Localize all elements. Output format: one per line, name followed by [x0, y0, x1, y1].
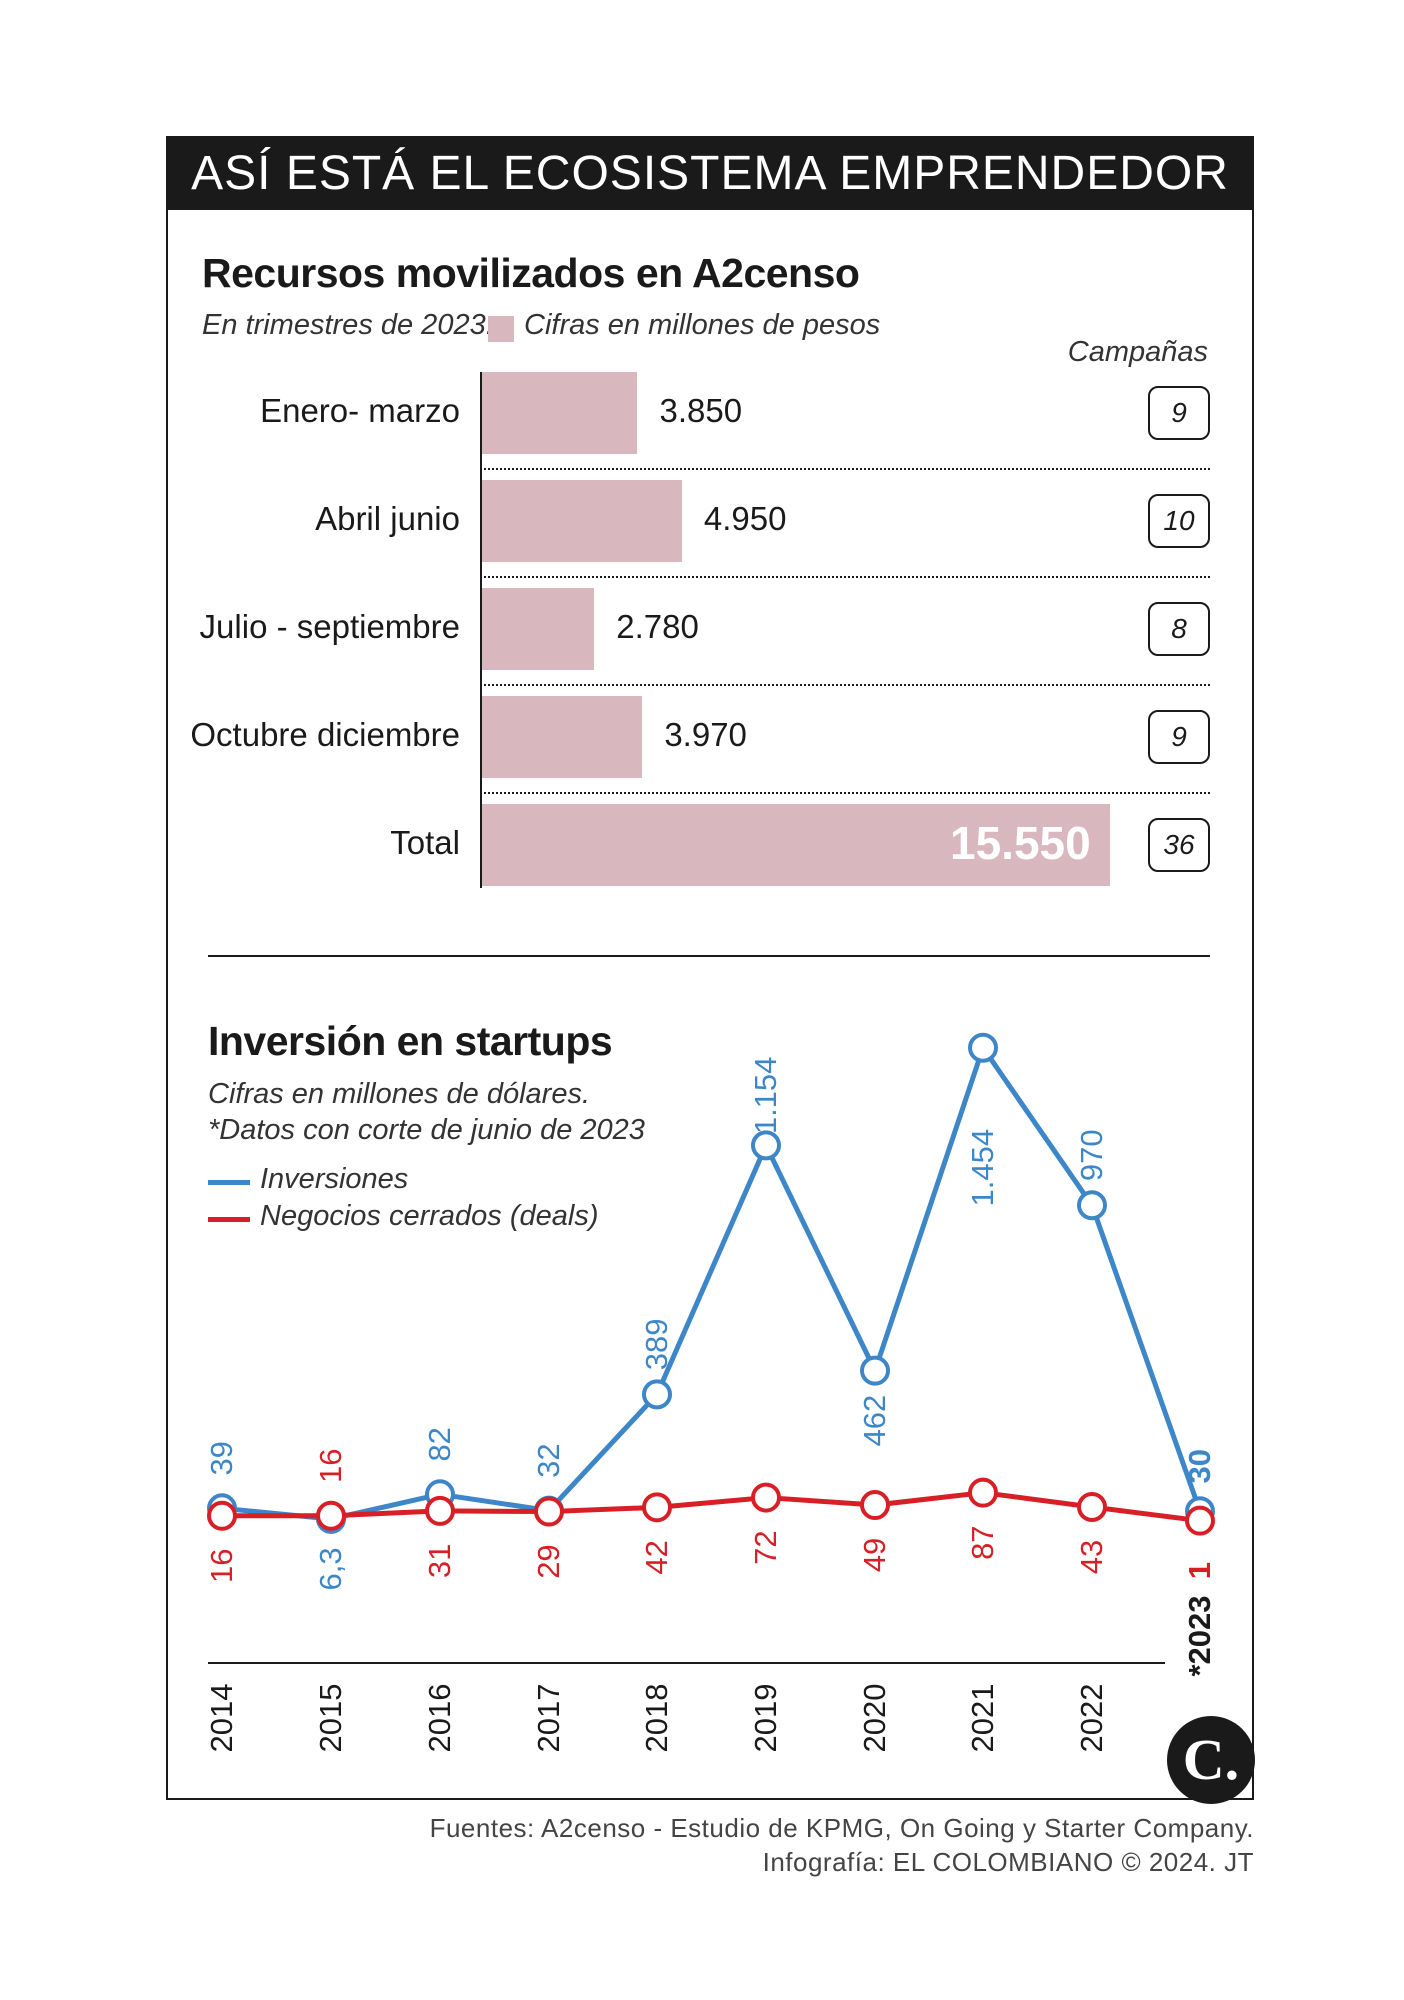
- deals-point: [1077, 1492, 1107, 1523]
- bar: [482, 696, 643, 778]
- inversiones-point: [860, 1355, 890, 1386]
- bar-row: Enero- marzo 3.850 9: [0, 372, 1404, 454]
- inversiones-point: [1077, 1190, 1107, 1221]
- row-separator: [480, 576, 1210, 578]
- inversiones-line: [219, 1045, 1203, 1522]
- infographic-title: ASÍ ESTÁ EL ECOSISTEMA EMPRENDEDOR: [191, 147, 1229, 200]
- bar-category-label: Abril junio: [315, 500, 460, 537]
- deals-value-label: 1: [1182, 1562, 1217, 1579]
- bar-category-label: Total: [390, 824, 460, 861]
- campaigns-count-badge: 36: [1148, 818, 1210, 872]
- inversiones-point: [642, 1379, 672, 1410]
- bar: [482, 804, 1110, 886]
- bar-value-label: 3.970: [664, 716, 747, 753]
- section-divider: [208, 955, 1210, 957]
- bar-axis-line: [480, 372, 482, 888]
- x-tick-label: 2015: [313, 1684, 348, 1753]
- header-bar: ASÍ ESTÁ EL ECOSISTEMA EMPRENDEDOR: [166, 136, 1254, 210]
- campaigns-count-badge: 8: [1148, 602, 1210, 656]
- legend-label-deals: Negocios cerrados (deals): [260, 1200, 599, 1232]
- deals-point: [534, 1496, 564, 1527]
- bar-chart-legend-label: Cifras en millones de pesos: [524, 309, 881, 341]
- deals-value-label: 16: [313, 1449, 348, 1483]
- total-value-label: 15.550: [950, 817, 1091, 869]
- x-tick-label: 2016: [422, 1684, 457, 1753]
- inversiones-value-label: 970: [1074, 1129, 1109, 1181]
- deals-point: [1185, 1505, 1215, 1536]
- deals-value-label: 49: [857, 1538, 892, 1572]
- inversiones-value-label: 6,3: [313, 1547, 348, 1590]
- x-tick-label: 2018: [639, 1684, 674, 1753]
- deals-value-label: 87: [965, 1525, 1000, 1559]
- x-tick-label: 2014: [204, 1684, 239, 1753]
- deals-value-label: 42: [639, 1540, 674, 1574]
- deals-value-label: 29: [531, 1544, 566, 1578]
- deals-value-label: 31: [422, 1544, 457, 1578]
- legend-line-deals: [208, 1217, 250, 1222]
- row-separator: [480, 684, 1210, 686]
- line-chart-subtitle-1: Cifras en millones de dólares.: [208, 1078, 591, 1110]
- deals-point: [207, 1500, 237, 1531]
- row-separator: [480, 468, 1210, 470]
- x-tick-label: 2022: [1074, 1684, 1109, 1753]
- deals-line: [219, 1490, 1203, 1524]
- x-tick-label: 2017: [531, 1684, 566, 1753]
- footer-sources: Fuentes: A2censo - Estudio de KPMG, On G…: [429, 1813, 1254, 1843]
- bar-category-label: Enero- marzo: [260, 392, 460, 429]
- bar-value-label: 4.950: [703, 500, 787, 537]
- inversiones-value-label: 1.154: [748, 1057, 783, 1135]
- el-colombiano-logo: C.: [1167, 1716, 1255, 1804]
- deals-value-label: 72: [748, 1530, 783, 1564]
- bar-row: Octubre diciembre 3.970 9: [0, 696, 1404, 778]
- bar-row: Total 15.550 36: [0, 804, 1404, 886]
- legend-swatch: [488, 316, 514, 342]
- campaigns-label: Campañas: [1067, 336, 1208, 368]
- inversiones-value-label: 32: [531, 1443, 566, 1477]
- bar-value-label: 3.850: [659, 392, 743, 429]
- inversiones-value-label: 30: [1182, 1449, 1217, 1483]
- inversiones-value-label: 389: [639, 1319, 674, 1371]
- x-tick-label: 2021: [965, 1684, 1000, 1753]
- x-tick-label: 2019: [748, 1684, 783, 1753]
- campaigns-count-badge: 9: [1148, 710, 1210, 764]
- bar-row: Abril junio 4.950 10: [0, 480, 1404, 562]
- bar: [482, 588, 595, 670]
- line-chart-subtitle-2: *Datos con corte de junio de 2023: [208, 1114, 645, 1146]
- deals-point: [316, 1500, 346, 1531]
- deals-value-label: 16: [204, 1549, 239, 1583]
- bar: [482, 480, 682, 562]
- bar-value-label: 2.780: [616, 608, 699, 645]
- bar-row: Julio - septiembre 2.780 8: [0, 588, 1404, 670]
- x-tick-label: 2020: [857, 1684, 892, 1753]
- bar-chart-subtitle: En trimestres de 2023.: [202, 309, 494, 341]
- inversiones-value-label: 462: [857, 1395, 892, 1447]
- line-chart-title: Inversión en startups: [208, 1018, 613, 1064]
- deals-point: [425, 1495, 455, 1526]
- footer-credit: Infografía: EL COLOMBIANO © 2024. JT: [762, 1847, 1254, 1877]
- deals-point: [860, 1490, 890, 1521]
- bar-category-label: Octubre diciembre: [190, 716, 460, 753]
- bar: [482, 372, 638, 454]
- x-tick-label: *2023: [1182, 1595, 1217, 1676]
- bar-chart-title: Recursos movilizados en A2censo: [202, 250, 860, 296]
- inversiones-value-label: 39: [204, 1441, 239, 1475]
- deals-value-label: 43: [1074, 1540, 1109, 1574]
- legend-label-inversiones: Inversiones: [260, 1163, 409, 1195]
- inversiones-point: [968, 1032, 998, 1063]
- deals-point: [968, 1477, 998, 1508]
- row-separator: [480, 792, 1210, 794]
- inversiones-point: [751, 1130, 781, 1161]
- campaigns-count-badge: 10: [1148, 494, 1210, 548]
- campaigns-count-badge: 9: [1148, 386, 1210, 440]
- inversiones-value-label: 1.454: [965, 1129, 1000, 1207]
- deals-point: [642, 1492, 672, 1523]
- deals-point: [751, 1482, 781, 1513]
- inversiones-value-label: 82: [422, 1427, 457, 1461]
- legend-line-inversiones: [208, 1180, 250, 1185]
- bar-category-label: Julio - septiembre: [199, 608, 460, 645]
